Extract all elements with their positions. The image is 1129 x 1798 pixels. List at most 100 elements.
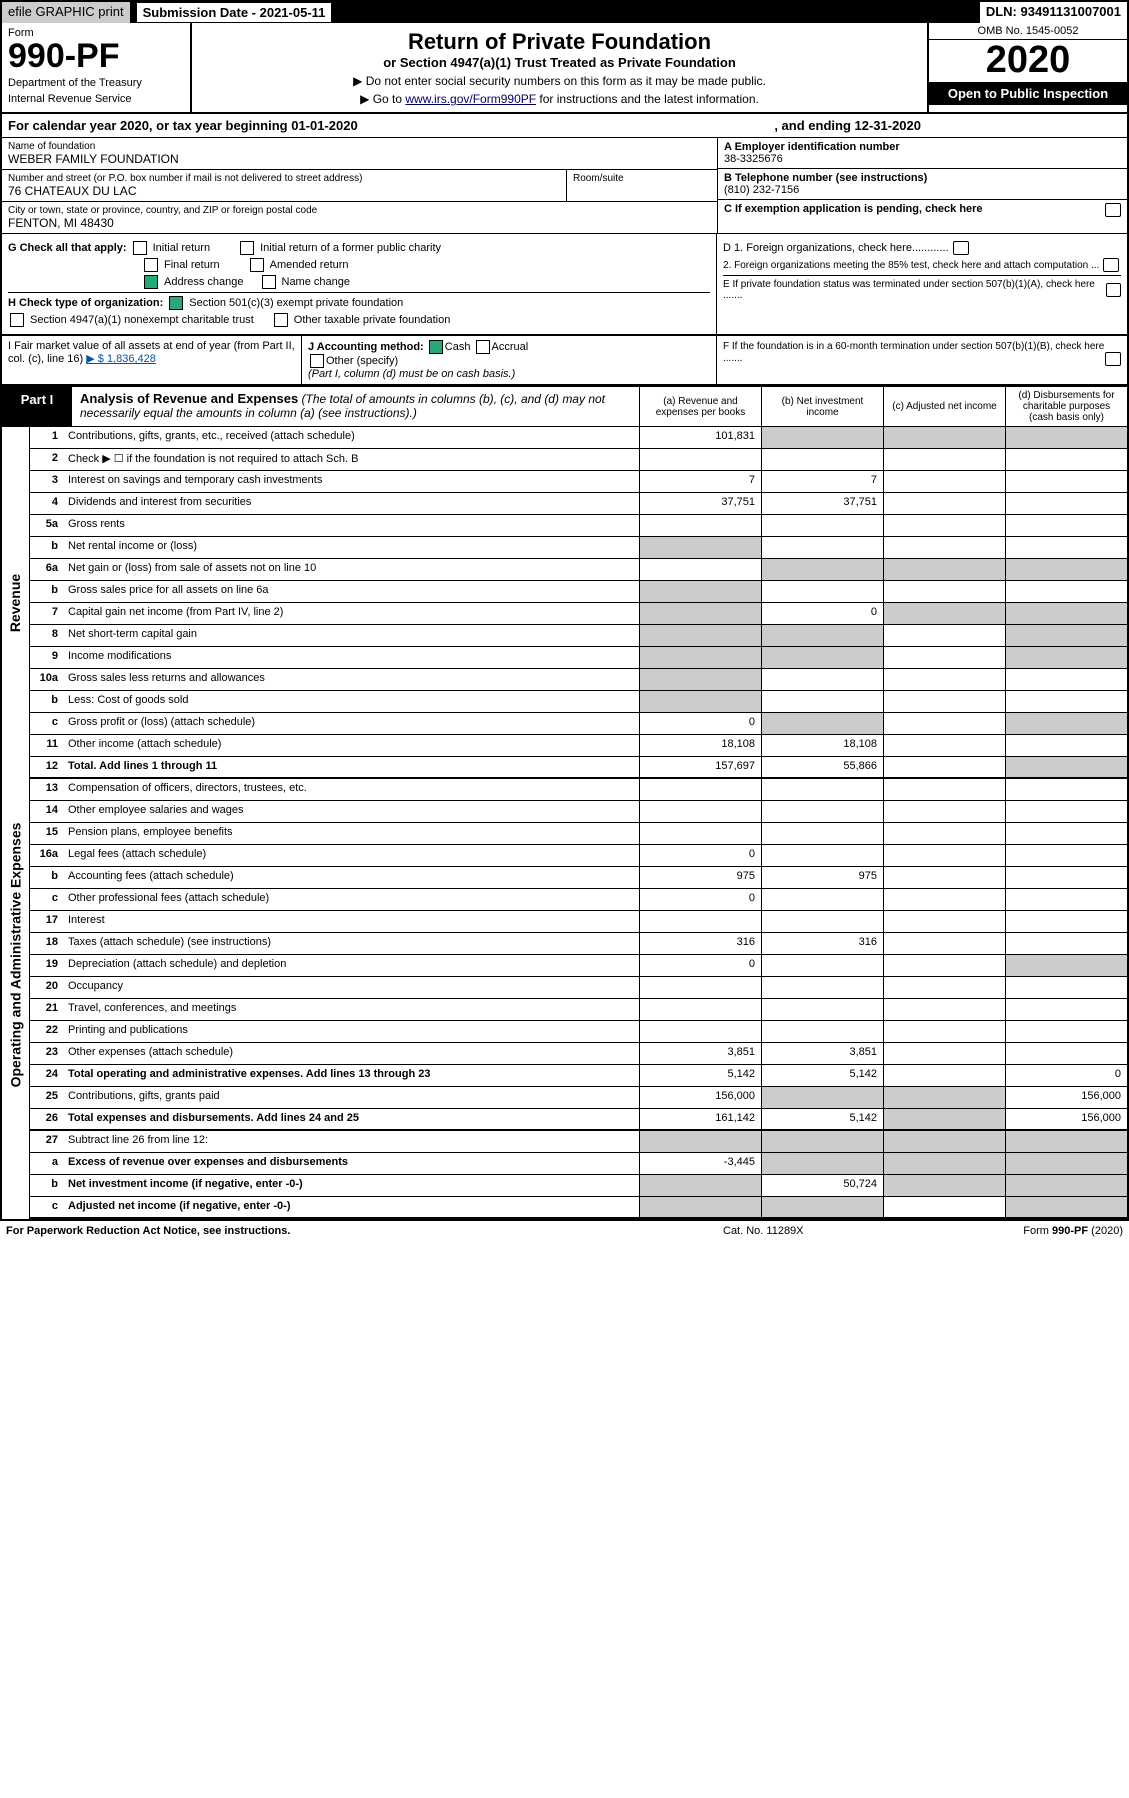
phone-value: (810) 232-7156 — [724, 184, 1121, 196]
final-return-checkbox[interactable] — [144, 258, 158, 272]
h-row2: Section 4947(a)(1) nonexempt charitable … — [8, 313, 710, 327]
col-d: 0 — [1005, 1065, 1127, 1086]
col-c — [883, 1175, 1005, 1196]
col-b — [761, 1131, 883, 1152]
form-990pf: efile GRAPHIC print Submission Date - 20… — [0, 0, 1129, 1221]
accounting-method-cell: J Accounting method: Cash Accrual Other … — [302, 336, 717, 384]
instr-2: ▶ Go to www.irs.gov/Form990PF for instru… — [202, 92, 917, 106]
line-number: 21 — [30, 999, 64, 1020]
table-row: cOther professional fees (attach schedul… — [30, 889, 1127, 911]
col-c — [883, 999, 1005, 1020]
paperwork-notice: For Paperwork Reduction Act Notice, see … — [6, 1225, 723, 1237]
col-d: 156,000 — [1005, 1087, 1127, 1108]
col-c — [883, 1021, 1005, 1042]
other-taxable-checkbox[interactable] — [274, 313, 288, 327]
line-number: 6a — [30, 559, 64, 580]
col-c-header: (c) Adjusted net income — [883, 386, 1005, 427]
col-d — [1005, 537, 1127, 558]
col-b — [761, 691, 883, 712]
col-b — [761, 999, 883, 1020]
line-number: 13 — [30, 779, 64, 800]
table-row: 18Taxes (attach schedule) (see instructi… — [30, 933, 1127, 955]
col-a — [639, 691, 761, 712]
line-number: 1 — [30, 427, 64, 448]
submission-date: Submission Date - 2021-05-11 — [136, 2, 333, 23]
amended-return-checkbox[interactable] — [250, 258, 264, 272]
table-row: 5aGross rents — [30, 515, 1127, 537]
col-a — [639, 581, 761, 602]
line-desc: Pension plans, employee benefits — [64, 823, 639, 844]
col-d — [1005, 581, 1127, 602]
501c3-checkbox[interactable] — [169, 296, 183, 310]
fmv-value[interactable]: $ 1,836,428 — [86, 353, 156, 365]
line-desc: Gross sales price for all assets on line… — [64, 581, 639, 602]
phone-label: B Telephone number (see instructions) — [724, 172, 1121, 184]
summary-rows: 27Subtract line 26 from line 12:aExcess … — [30, 1131, 1127, 1219]
col-d — [1005, 713, 1127, 734]
line-number: 2 — [30, 449, 64, 470]
summary-side — [2, 1131, 30, 1219]
revenue-side-label: Revenue — [2, 427, 30, 779]
revenue-rows: 1Contributions, gifts, grants, etc., rec… — [30, 427, 1127, 779]
table-row: 3Interest on savings and temporary cash … — [30, 471, 1127, 493]
line-desc: Occupancy — [64, 977, 639, 998]
top-row: efile GRAPHIC print Submission Date - 20… — [2, 2, 1127, 23]
table-row: 1Contributions, gifts, grants, etc., rec… — [30, 427, 1127, 449]
col-c — [883, 757, 1005, 777]
address-change-checkbox[interactable] — [144, 275, 158, 289]
line-desc: Taxes (attach schedule) (see instruction… — [64, 933, 639, 954]
col-b: 3,851 — [761, 1043, 883, 1064]
table-row: bAccounting fees (attach schedule)975975 — [30, 867, 1127, 889]
line-desc: Travel, conferences, and meetings — [64, 999, 639, 1020]
expenses-side-label: Operating and Administrative Expenses — [2, 779, 30, 1131]
d2-checkbox[interactable] — [1103, 258, 1119, 272]
line-number: 19 — [30, 955, 64, 976]
line-desc: Gross sales less returns and allowances — [64, 669, 639, 690]
col-d — [1005, 779, 1127, 800]
city-cell: City or town, state or province, country… — [2, 201, 717, 233]
g-initial: Initial return — [153, 242, 210, 254]
c-checkbox[interactable] — [1105, 203, 1121, 217]
col-b — [761, 889, 883, 910]
g-initial-fpc: Initial return of a former public charit… — [260, 242, 441, 254]
col-b — [761, 955, 883, 976]
f-checkbox[interactable] — [1105, 352, 1121, 366]
footer: For Paperwork Reduction Act Notice, see … — [0, 1221, 1129, 1241]
line-number: b — [30, 1175, 64, 1196]
initial-fpc-checkbox[interactable] — [240, 241, 254, 255]
initial-return-checkbox[interactable] — [133, 241, 147, 255]
line-desc: Printing and publications — [64, 1021, 639, 1042]
col-b — [761, 911, 883, 932]
cash-checkbox[interactable] — [429, 340, 443, 354]
e-checkbox[interactable] — [1106, 283, 1121, 297]
exemption-pending-cell: C If exemption application is pending, c… — [718, 200, 1127, 218]
line-number: 14 — [30, 801, 64, 822]
line-desc: Income modifications — [64, 647, 639, 668]
d1-checkbox[interactable] — [953, 241, 969, 255]
table-row: 27Subtract line 26 from line 12: — [30, 1131, 1127, 1153]
other-method-checkbox[interactable] — [310, 354, 324, 368]
col-b: 37,751 — [761, 493, 883, 514]
line-number: 12 — [30, 757, 64, 777]
col-a — [639, 625, 761, 646]
col-d — [1005, 867, 1127, 888]
col-d — [1005, 757, 1127, 777]
line-number: 11 — [30, 735, 64, 756]
table-row: bNet investment income (if negative, ent… — [30, 1175, 1127, 1197]
accrual-checkbox[interactable] — [476, 340, 490, 354]
dept-treasury: Department of the Treasury — [8, 77, 184, 89]
table-row: 16aLegal fees (attach schedule)0 — [30, 845, 1127, 867]
name-change-checkbox[interactable] — [262, 275, 276, 289]
fmv-cell: I Fair market value of all assets at end… — [2, 336, 302, 384]
line-desc: Other employee salaries and wages — [64, 801, 639, 822]
col-d — [1005, 999, 1127, 1020]
col-b — [761, 1021, 883, 1042]
id-left: Name of foundation WEBER FAMILY FOUNDATI… — [2, 138, 717, 233]
form990pf-link[interactable]: www.irs.gov/Form990PF — [405, 92, 536, 106]
col-c — [883, 691, 1005, 712]
col-a: -3,445 — [639, 1153, 761, 1174]
g-h-section: G Check all that apply: Initial return I… — [2, 234, 717, 334]
4947-checkbox[interactable] — [10, 313, 24, 327]
foundation-name: WEBER FAMILY FOUNDATION — [8, 152, 711, 166]
col-d — [1005, 493, 1127, 514]
